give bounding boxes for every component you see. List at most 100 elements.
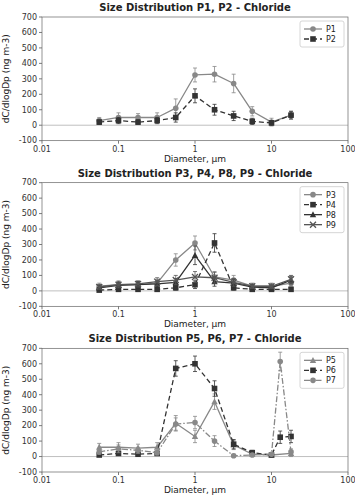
x-axis-label: Diameter, μm	[164, 154, 226, 164]
x-tick	[42, 141, 43, 144]
panel: Size Distribution P5, P6, P7 - Chloride-…	[1, 333, 355, 495]
marker	[212, 107, 218, 113]
y-tick	[39, 229, 42, 230]
x-axis-label: Diameter, μm	[164, 319, 226, 329]
title: Size Distribution P3, P4, P8, P9 - Chlor…	[78, 168, 313, 179]
chart-root: Size Distribution P1, P2 - Chloride-1000…	[0, 0, 355, 497]
series-line	[99, 364, 291, 455]
y-tick-label: 0	[32, 287, 37, 296]
x-tick-label: 100	[340, 145, 355, 154]
marker	[231, 441, 237, 447]
series-line	[99, 255, 291, 287]
error-bar	[250, 118, 254, 124]
x-tick	[348, 141, 349, 144]
y-tick-label: 400	[22, 59, 37, 68]
marker	[269, 451, 275, 457]
legend-label: P6	[326, 366, 336, 375]
marker	[154, 451, 160, 457]
series-line	[99, 96, 291, 123]
y-tick-label: 300	[22, 240, 37, 249]
y-tick	[39, 78, 42, 79]
x-tick	[195, 141, 196, 144]
x-tick-label: 10	[266, 145, 276, 154]
marker	[192, 252, 198, 258]
legend-label: P4	[326, 201, 336, 210]
marker	[269, 119, 275, 125]
marker	[173, 277, 179, 283]
plot-frame	[42, 17, 348, 141]
x-tick	[195, 472, 196, 475]
error-bar	[213, 66, 217, 81]
error-bar	[97, 450, 101, 455]
marker	[269, 120, 275, 126]
marker	[173, 366, 179, 372]
title: Size Distribution P1, P2 - Chloride	[99, 2, 291, 13]
x-tick-label: 10	[266, 476, 276, 485]
reference-line	[42, 290, 348, 291]
y-tick	[39, 290, 42, 291]
marker	[288, 112, 294, 118]
y-tick-label: 500	[22, 375, 37, 384]
reference-line	[42, 456, 348, 457]
y-tick-label: 100	[22, 437, 37, 446]
x-tick-label: 0.1	[112, 145, 125, 154]
x-tick-label: 1	[192, 310, 197, 319]
series	[96, 236, 293, 289]
marker	[173, 421, 179, 427]
y-tick-label: 500	[22, 44, 37, 53]
series	[96, 352, 293, 458]
y-tick	[39, 94, 42, 95]
marker	[192, 361, 198, 367]
marker	[192, 72, 198, 78]
error-bar	[117, 117, 121, 123]
x-tick-label: 0.01	[33, 476, 51, 485]
y-tick-label: 400	[22, 225, 37, 234]
error-bar	[278, 431, 282, 443]
y-tick-label: 700	[22, 13, 37, 22]
marker	[269, 452, 275, 458]
plot-area	[42, 66, 348, 126]
plot-frame	[42, 183, 348, 307]
x-tick-label: 1	[192, 145, 197, 154]
series	[96, 356, 293, 458]
y-tick	[39, 456, 42, 457]
y-tick	[39, 140, 42, 141]
y-tick	[39, 32, 42, 33]
legend-marker	[310, 211, 316, 217]
marker	[249, 283, 255, 289]
marker	[288, 449, 294, 455]
y-tick-label: 200	[22, 90, 37, 99]
marker	[192, 433, 198, 439]
error-bar	[174, 254, 178, 266]
marker	[288, 276, 294, 282]
legend-label: P2	[326, 35, 336, 44]
marker	[192, 420, 198, 426]
y-tick	[39, 213, 42, 214]
y-tick-label: 600	[22, 360, 37, 369]
y-tick	[39, 379, 42, 380]
x-tick	[118, 306, 119, 309]
x-tick-label: 100	[340, 310, 355, 319]
y-tick	[39, 306, 42, 307]
y-tick-label: 0	[32, 452, 37, 461]
marker	[173, 257, 179, 263]
marker	[212, 386, 218, 392]
marker	[192, 93, 198, 99]
marker	[116, 446, 122, 452]
marker	[212, 71, 218, 77]
marker	[96, 444, 102, 450]
error-bar	[174, 418, 178, 430]
plot-area	[42, 234, 348, 293]
marker	[173, 105, 179, 111]
y-tick	[39, 63, 42, 64]
error-bar	[289, 111, 293, 119]
error-bar	[289, 111, 293, 119]
marker	[173, 115, 179, 121]
marker	[135, 119, 141, 125]
series	[96, 394, 294, 458]
x-tick	[348, 472, 349, 475]
legend-label: P9	[326, 221, 336, 230]
plot-frame	[42, 348, 348, 472]
marker	[249, 451, 255, 457]
error-bar	[174, 416, 178, 431]
